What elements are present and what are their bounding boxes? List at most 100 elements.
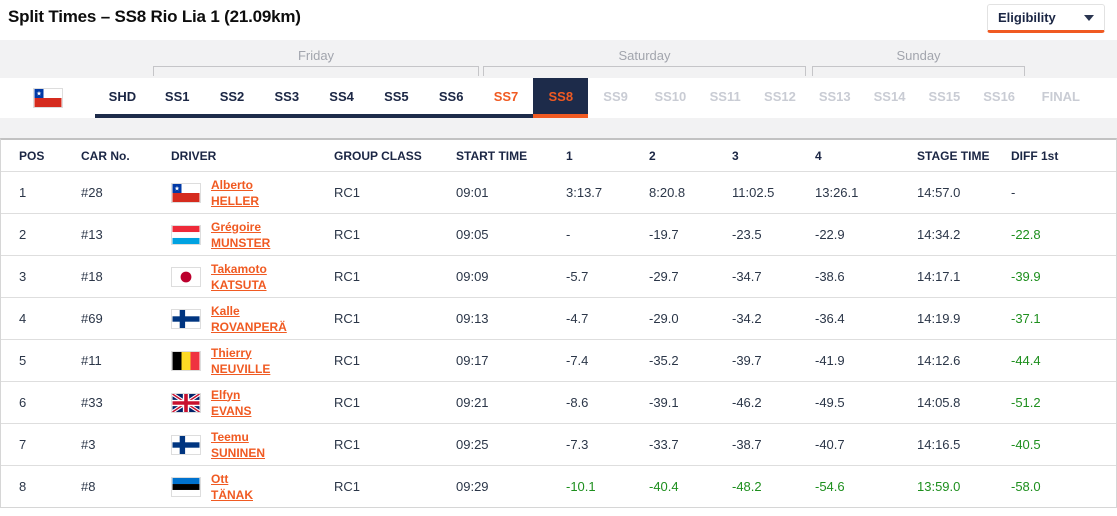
split-4-cell: -54.6	[815, 479, 845, 494]
driver-first-name[interactable]: Ott	[211, 471, 229, 486]
driver-link[interactable]: Kalle ROVANPERÄ	[211, 303, 287, 335]
column-header-3: 3	[732, 148, 739, 163]
driver-cell: Grégoire MUNSTER	[171, 219, 334, 251]
stage-navigation: Friday Saturday Sunday SHD SS1 SS2 SS3 SS4 SS5 S…	[0, 40, 1117, 138]
start-time-cell: 09:09	[456, 269, 489, 284]
driver-link[interactable]: Teemu SUNINEN	[211, 429, 265, 461]
split-2-cell: -40.4	[649, 479, 679, 494]
driver-last-name[interactable]: TÄNAK	[211, 487, 253, 502]
driver-last-name[interactable]: EVANS	[211, 403, 252, 418]
split-4-cell: -40.7	[815, 437, 845, 452]
split-3-cell: -23.5	[732, 227, 762, 242]
driver-last-name[interactable]: MUNSTER	[211, 235, 271, 250]
driver-last-name[interactable]: HELLER	[211, 193, 259, 208]
group-class-cell: RC1	[334, 269, 361, 284]
split-4-cell: 13:26.1	[815, 185, 859, 200]
driver-last-name[interactable]: KATSUTA	[211, 277, 267, 292]
tab-ss5[interactable]: SS5	[368, 78, 424, 118]
stage-time-cell: 14:16.5	[917, 437, 961, 452]
split-1-cell: -10.1	[566, 479, 596, 494]
tab-ss1[interactable]: SS1	[149, 78, 205, 118]
stage-time-cell: 14:57.0	[917, 185, 961, 200]
tab-ss8[interactable]: SS8	[533, 78, 589, 118]
driver-link[interactable]: Ott TÄNAK	[211, 471, 253, 503]
day-bracket-sunday: Sunday	[812, 48, 1025, 76]
page-title: Split Times – SS8 Rio Lia 1 (21.09km)	[8, 7, 301, 26]
driver-last-name[interactable]: SUNINEN	[211, 445, 266, 460]
tab-shd[interactable]: SHD	[95, 78, 150, 118]
split-4-cell: -36.4	[815, 311, 845, 326]
stage-tab-bar: SHD SS1 SS2 SS3 SS4 SS5 SS6 SS7 SS8 SS9 SS10 SS11 SS…	[0, 78, 1117, 118]
split-3-cell: -39.7	[732, 353, 762, 368]
table-row: 1 #28 Alberto HELLER RC1 09:01 3:13.7 8:20.8 11:…	[1, 171, 1116, 213]
driver-first-name[interactable]: Elfyn	[211, 387, 241, 402]
table-body: 1 #28 Alberto HELLER RC1 09:01 3:13.7 8:20.8 11:…	[1, 171, 1116, 507]
driver-link[interactable]: Alberto HELLER	[211, 177, 259, 209]
split-3-cell: -34.7	[732, 269, 762, 284]
driver-link[interactable]: Takamoto KATSUTA	[211, 261, 267, 293]
group-class-cell: RC1	[334, 185, 361, 200]
tab-ss13[interactable]: SS13	[818, 88, 851, 104]
tab-ss14[interactable]: SS14	[873, 88, 906, 104]
driver-first-name[interactable]: Alberto	[211, 177, 253, 192]
driver-first-name[interactable]: Kalle	[211, 303, 240, 318]
day-row: Friday Saturday Sunday	[0, 40, 1117, 78]
stage-time-cell: 14:19.9	[917, 311, 961, 326]
column-header-car-no: CAR No.	[81, 148, 130, 163]
split-3-cell: -38.7	[732, 437, 762, 452]
tab-ss16[interactable]: SS16	[983, 88, 1016, 104]
driver-last-name[interactable]: ROVANPERÄ	[211, 319, 287, 334]
driver-link[interactable]: Elfyn EVANS	[211, 387, 251, 419]
tab-ss11[interactable]: SS11	[709, 88, 741, 104]
car-number-cell: #3	[81, 437, 96, 452]
flag-belgium-icon	[171, 350, 201, 371]
page-header: Split Times – SS8 Rio Lia 1 (21.09km) El…	[0, 0, 1117, 40]
diff-cell: -	[1011, 185, 1016, 200]
split-2-cell: -35.2	[649, 353, 679, 368]
split-4-cell: -41.9	[815, 353, 845, 368]
table-row: 4 #69 Kalle ROVANPERÄ RC1 09:13 -4.7 -29.0 -34.2…	[1, 297, 1116, 339]
group-class-cell: RC1	[334, 353, 361, 368]
tab-ss2[interactable]: SS2	[204, 78, 260, 118]
driver-link[interactable]: Thierry NEUVILLE	[211, 345, 270, 377]
tab-ss12[interactable]: SS12	[764, 88, 796, 104]
flag-estonia-icon	[171, 476, 201, 497]
tab-ss10[interactable]: SS10	[654, 88, 687, 104]
split-2-cell: -39.1	[649, 395, 679, 410]
column-header-pos: POS	[19, 148, 45, 163]
driver-last-name[interactable]: NEUVILLE	[211, 361, 271, 376]
eligibility-dropdown[interactable]: Eligibility	[987, 4, 1105, 33]
tab-ss9[interactable]: SS9	[603, 88, 628, 104]
split-1-cell: -7.4	[566, 353, 589, 368]
table-row: 7 #3 Teemu SUNINEN RC1 09:25 -7.3 -33.7 -38.7 -40…	[1, 423, 1116, 465]
table-row: 8 #8 Ott TÄNAK RC1 09:29 -10.1 -40.4 -48.2 -54.6 1…	[1, 465, 1116, 507]
split-4-cell: -38.6	[815, 269, 845, 284]
driver-first-name[interactable]: Grégoire	[211, 219, 262, 234]
driver-link[interactable]: Grégoire MUNSTER	[211, 219, 270, 251]
stage-time-cell: 14:17.1	[917, 269, 961, 284]
driver-first-name[interactable]: Teemu	[211, 429, 249, 444]
split-4-cell: -49.5	[815, 395, 845, 410]
tab-ss7[interactable]: SS7	[478, 78, 534, 118]
tab-ss15[interactable]: SS15	[928, 88, 961, 104]
tab-final[interactable]: FINAL	[1041, 88, 1080, 104]
split-2-cell: -33.7	[649, 437, 679, 452]
car-number-cell: #28	[81, 185, 103, 200]
results-table: POS CAR No. DRIVER GROUP CLASS START TIME 1 2 3…	[0, 138, 1117, 508]
split-3-cell: -48.2	[732, 479, 762, 494]
split-2-cell: -29.0	[649, 311, 679, 326]
tab-ss3[interactable]: SS3	[259, 78, 315, 118]
pos-cell: 3	[19, 269, 27, 284]
driver-first-name[interactable]: Takamoto	[211, 261, 267, 276]
table-row: 5 #11 Thierry NEUVILLE RC1 09:17 -7.4 -35.2 -39.…	[1, 339, 1116, 381]
caret-down-icon	[1084, 14, 1094, 21]
diff-cell: -37.1	[1011, 311, 1041, 326]
tab-ss6[interactable]: SS6	[423, 78, 479, 118]
group-class-cell: RC1	[334, 437, 361, 452]
column-header-diff-1st: DIFF 1st	[1011, 148, 1059, 163]
tab-ss4[interactable]: SS4	[314, 78, 369, 118]
split-4-cell: -22.9	[815, 227, 845, 242]
start-time-cell: 09:01	[456, 185, 489, 200]
driver-first-name[interactable]: Thierry	[211, 345, 252, 360]
day-bracket-saturday: Saturday	[483, 48, 806, 76]
